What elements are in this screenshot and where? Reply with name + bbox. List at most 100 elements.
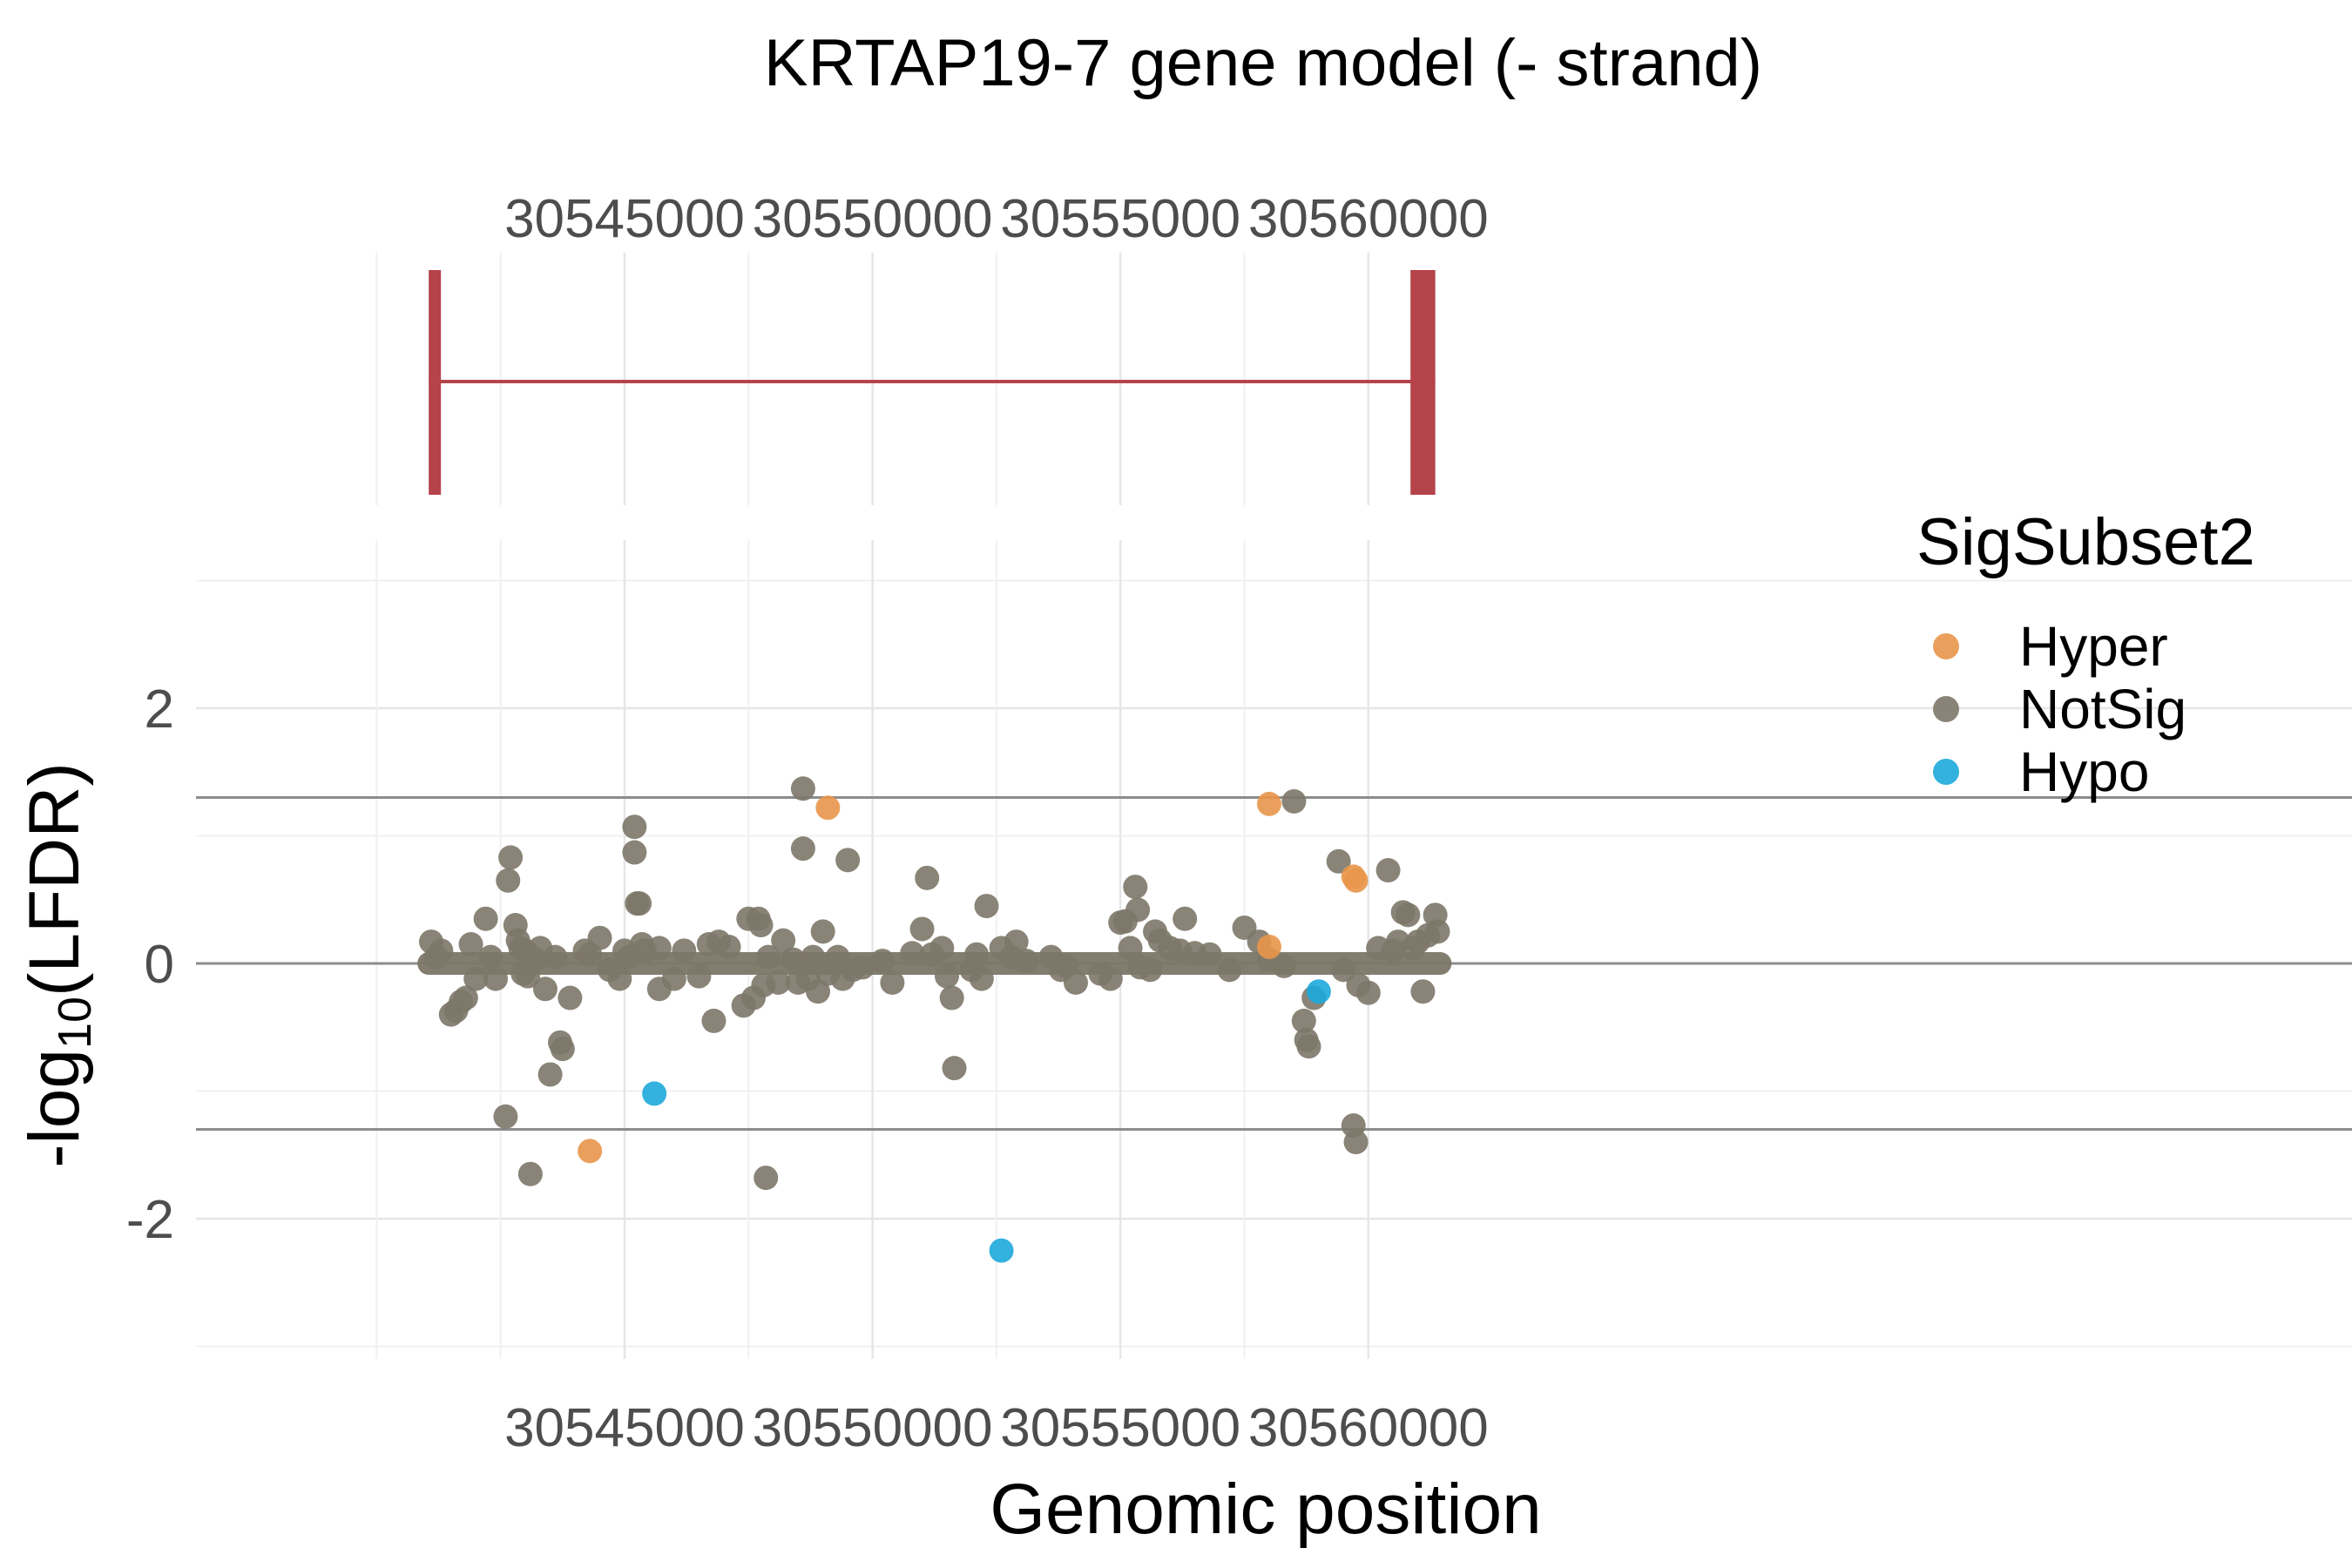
point-notsig	[805, 979, 830, 1004]
point-notsig	[869, 949, 895, 974]
point-notsig	[622, 814, 647, 840]
point-notsig	[909, 916, 935, 942]
point-notsig	[453, 985, 478, 1010]
gene-x-tick-label: 30555000	[1000, 189, 1240, 249]
point-hyper	[1256, 791, 1281, 816]
x-tick-label: 30560000	[1248, 1398, 1489, 1458]
point-hypo	[642, 1081, 667, 1106]
point-notsig	[686, 963, 712, 989]
point-notsig	[974, 894, 999, 919]
point-notsig	[1331, 957, 1356, 983]
point-notsig	[1123, 875, 1148, 900]
point-notsig	[463, 966, 489, 991]
point-notsig	[458, 932, 483, 957]
point-notsig	[483, 966, 509, 991]
point-notsig	[766, 970, 791, 995]
point-notsig	[1125, 897, 1151, 923]
point-hypo	[989, 1238, 1014, 1263]
point-notsig	[1375, 858, 1401, 883]
point-notsig	[558, 985, 583, 1010]
exon-block	[1410, 270, 1436, 495]
point-notsig	[790, 776, 815, 801]
point-notsig	[429, 938, 454, 963]
point-notsig	[835, 848, 861, 873]
point-notsig	[771, 928, 796, 953]
y-tick-label: 2	[145, 679, 174, 740]
point-notsig	[790, 836, 815, 862]
point-notsig	[1004, 929, 1029, 955]
point-hypo	[1306, 979, 1331, 1004]
legend-label-hypo: Hypo	[2019, 740, 2149, 803]
gene-model-grid	[375, 253, 1370, 505]
point-notsig	[1063, 970, 1088, 995]
x-tick-label: 30545000	[504, 1398, 745, 1458]
x-tick-labels: 30545000 30550000 30555000 30560000	[504, 1398, 1489, 1458]
point-notsig	[701, 1008, 727, 1033]
legend-key-hypo	[1933, 759, 1959, 785]
legend-label-hyper: Hyper	[2019, 615, 2168, 678]
point-notsig	[1291, 1008, 1316, 1033]
point-notsig	[939, 985, 964, 1010]
point-notsig	[1296, 1034, 1321, 1059]
point-hyper	[1256, 934, 1281, 959]
point-notsig	[537, 1062, 563, 1087]
point-notsig	[810, 919, 835, 944]
point-hyper	[815, 795, 841, 821]
point-notsig	[880, 970, 905, 995]
point-notsig	[915, 865, 940, 890]
point-notsig	[1272, 953, 1297, 978]
point-notsig	[748, 913, 774, 938]
point-hyper	[578, 1139, 603, 1164]
point-notsig	[661, 966, 686, 991]
point-hyper	[1343, 868, 1369, 893]
point-notsig	[532, 977, 558, 1002]
point-notsig	[1197, 942, 1222, 967]
point-notsig	[496, 868, 521, 893]
x-tick-label: 30555000	[1000, 1398, 1240, 1458]
point-notsig	[1217, 957, 1242, 983]
gene-model-panel: 30545000 30550000 30555000 30560000	[375, 189, 1489, 505]
point-notsig	[543, 944, 568, 970]
point-notsig	[929, 936, 955, 961]
legend-key-hyper	[1933, 633, 1959, 659]
point-notsig	[1396, 902, 1421, 928]
point-notsig	[493, 1104, 518, 1129]
point-notsig	[1118, 936, 1143, 961]
y-tick-label: 0	[145, 935, 174, 995]
point-notsig	[716, 934, 741, 959]
chart-title: KRTAP19-7 gene model (- strand)	[764, 26, 1762, 100]
point-notsig	[587, 925, 612, 950]
point-notsig	[1425, 919, 1450, 944]
point-notsig	[1343, 1130, 1369, 1155]
point-notsig	[781, 947, 806, 972]
point-notsig	[1138, 957, 1163, 983]
data-points	[419, 776, 1450, 1263]
point-notsig	[646, 936, 672, 961]
point-notsig	[756, 944, 781, 970]
point-notsig	[934, 963, 959, 989]
point-notsig	[473, 906, 498, 931]
legend-label-notsig: NotSig	[2019, 678, 2186, 740]
point-notsig	[498, 845, 524, 870]
legend-title: SigSubset2	[1916, 505, 2255, 579]
point-notsig	[850, 955, 875, 980]
point-notsig	[801, 944, 826, 970]
point-notsig	[478, 944, 504, 970]
point-notsig	[1173, 906, 1198, 931]
point-notsig	[550, 1037, 575, 1062]
gene-x-tick-label: 30550000	[753, 189, 993, 249]
gene-x-tick-label: 30545000	[504, 189, 745, 249]
gene-x-tick-label: 30560000	[1248, 189, 1489, 249]
y-axis-title-prefix: -log	[15, 1049, 94, 1168]
point-notsig	[942, 1056, 967, 1081]
exon-block	[429, 270, 442, 495]
x-axis-title: Genomic position	[990, 1470, 1542, 1549]
point-notsig	[1281, 788, 1307, 814]
point-notsig	[1014, 949, 1039, 974]
point-notsig	[517, 1161, 543, 1186]
point-notsig	[754, 1166, 779, 1191]
point-notsig	[1326, 848, 1351, 874]
